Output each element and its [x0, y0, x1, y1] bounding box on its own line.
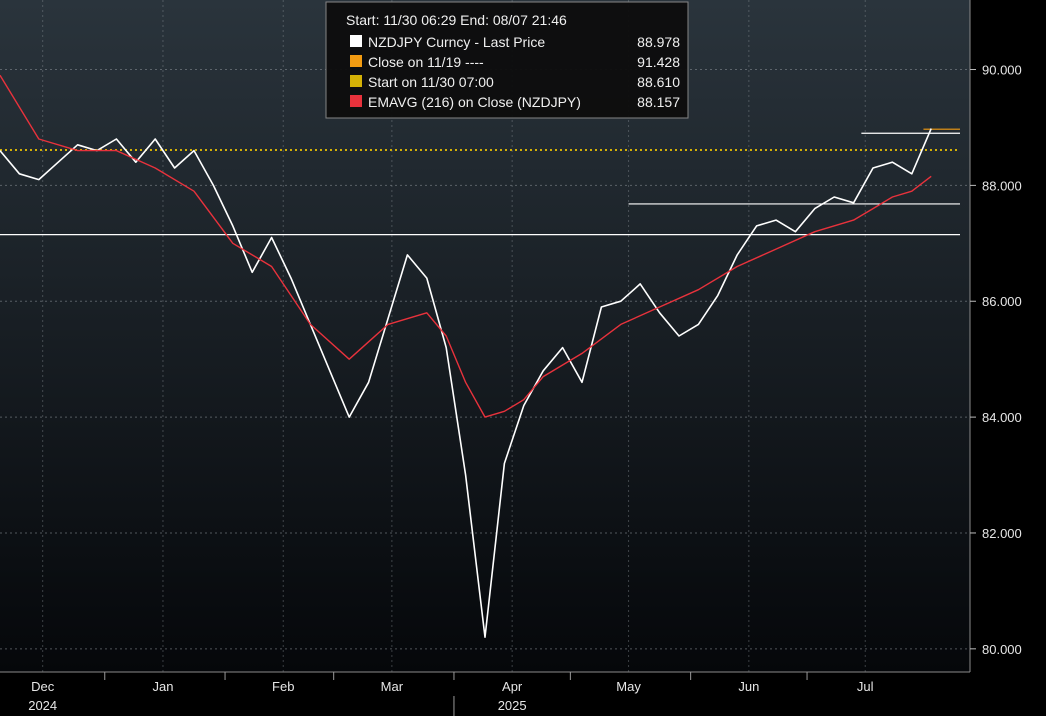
x-tick-label: May [616, 679, 641, 694]
ema-line [0, 74, 932, 418]
legend-value: 91.428 [637, 54, 680, 70]
axis-background [970, 0, 1046, 716]
x-year-label: 2025 [498, 698, 527, 713]
legend-label: NZDJPY Curncy - Last Price [368, 34, 545, 50]
x-axis: Dec Jan Feb Mar Apr May Jun Jul 2024 2025 [28, 672, 874, 716]
x-tick-label: Jun [738, 679, 759, 694]
x-tick-label: Apr [502, 679, 523, 694]
x-tick-label: Feb [272, 679, 294, 694]
legend-value: 88.610 [637, 74, 680, 90]
x-tick-label: Jul [857, 679, 874, 694]
legend-swatch [350, 55, 362, 67]
legend-background [325, 1, 689, 119]
y-tick-label: 88.000 [982, 178, 1022, 193]
legend-swatch [350, 95, 362, 107]
legend-label: EMAVG (216) on Close (NZDJPY) [368, 94, 581, 110]
x-year-label: 2024 [28, 698, 57, 713]
x-axis-background [0, 672, 1046, 716]
y-axis: 80.000 82.000 84.000 86.000 88.000 90.000 [970, 63, 1022, 657]
legend-swatch [350, 35, 362, 47]
legend-label: Close on 11/19 ---- [368, 54, 484, 70]
legend-rows: NZDJPY Curncy - Last Price 88.978 Close on… [350, 34, 680, 110]
legend-value: 88.157 [637, 94, 680, 110]
legend-box: Start: 11/30 06:29 End: 08/07 21:46 NZDJ… [325, 1, 689, 119]
legend-swatch [350, 75, 362, 87]
legend-label: Start on 11/30 07:00 [368, 74, 494, 90]
price-line [0, 128, 932, 638]
y-tick-label: 86.000 [982, 294, 1022, 309]
series-layer [0, 74, 932, 638]
y-tick-label: 80.000 [982, 642, 1022, 657]
reference-lines [0, 128, 960, 236]
y-tick-label: 82.000 [982, 526, 1022, 541]
legend-header: Start: 11/30 06:29 End: 08/07 21:46 [346, 12, 567, 28]
x-tick-label: Jan [152, 679, 173, 694]
y-tick-label: 90.000 [982, 63, 1022, 78]
x-tick-label: Mar [381, 679, 404, 694]
x-tick-label: Dec [31, 679, 55, 694]
y-tick-label: 84.000 [982, 410, 1022, 425]
legend-value: 88.978 [637, 34, 680, 50]
